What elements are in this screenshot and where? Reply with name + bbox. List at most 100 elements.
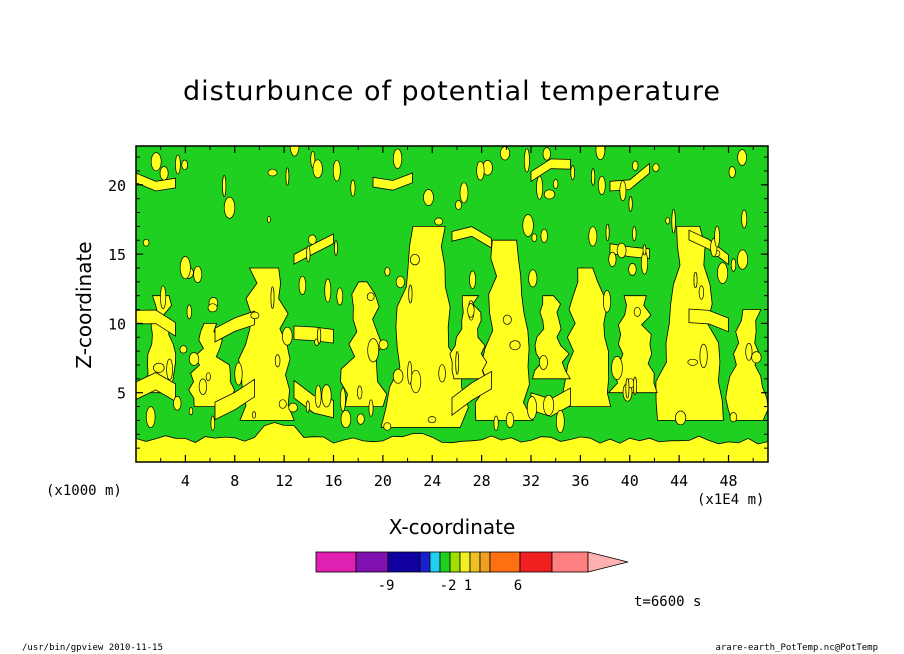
contour-blob xyxy=(499,146,511,161)
contour-blob xyxy=(652,163,660,173)
contour-blob xyxy=(317,327,322,344)
contour-blob xyxy=(737,149,747,166)
contour-blob xyxy=(671,209,676,234)
contour-blob xyxy=(270,286,275,309)
contour-blob xyxy=(234,362,243,386)
contour-blob xyxy=(186,304,192,320)
contour-blob xyxy=(523,148,530,173)
contour-blob xyxy=(222,175,227,197)
contour-blob xyxy=(410,369,422,394)
contour-blob xyxy=(730,258,737,272)
contour-blob xyxy=(289,146,300,157)
contour-blob xyxy=(717,262,729,284)
contour-blob xyxy=(334,240,338,257)
contour-blob xyxy=(543,394,555,416)
contour-blob xyxy=(632,226,637,242)
contour-blob xyxy=(605,223,610,242)
colorbar-swatch xyxy=(439,551,451,573)
contour-blob xyxy=(502,314,512,325)
contour-band-0-8 xyxy=(293,379,334,419)
contour-blob xyxy=(608,251,617,267)
contour-blob xyxy=(274,354,281,368)
contour-blob xyxy=(250,311,260,320)
contour-blob xyxy=(305,400,310,413)
contour-blob xyxy=(409,253,420,266)
x-tick-label: 28 xyxy=(473,472,491,490)
surface-band xyxy=(136,422,768,462)
contour-blob xyxy=(553,179,559,189)
footer-left: /usr/bin/gpview 2010-11-15 xyxy=(22,643,163,653)
x-tick-label: 12 xyxy=(275,472,293,490)
colorbar-label: 6 xyxy=(514,578,522,594)
contour-blob xyxy=(616,242,627,259)
y-tick-label: 5 xyxy=(117,385,126,403)
contour-blob xyxy=(288,402,298,413)
contour-blob xyxy=(324,278,332,303)
colorbar-swatch xyxy=(469,551,481,573)
contour-blob xyxy=(588,226,598,247)
contour-blob xyxy=(188,352,200,366)
contour-blob xyxy=(728,166,736,179)
contour-blob xyxy=(699,343,708,369)
x-tick-label: 44 xyxy=(670,472,688,490)
y-tick-label: 15 xyxy=(108,246,126,264)
contour-blob xyxy=(282,326,293,346)
footer-right: arare-earth_PotTemp.nc@PotTemp xyxy=(715,643,878,653)
y-tick-label: 20 xyxy=(108,177,126,195)
contour-blob xyxy=(339,387,346,412)
x-tick-label: 24 xyxy=(423,472,441,490)
y-tick-label: 10 xyxy=(108,315,126,333)
contour-blob xyxy=(175,154,181,175)
contour-blob xyxy=(509,340,521,351)
contour-blob xyxy=(693,271,698,289)
contour-blob xyxy=(625,378,630,399)
contour-blob xyxy=(145,406,156,428)
x-tick-label: 16 xyxy=(324,472,342,490)
contour-band-1-4 xyxy=(214,310,255,343)
colorbar-swatch xyxy=(315,551,357,573)
contour-blob xyxy=(642,244,647,256)
contour-band-3-24 xyxy=(609,162,650,192)
contour-blob xyxy=(350,179,356,197)
contour-blob xyxy=(368,399,374,417)
contour-blob xyxy=(312,159,323,179)
contour-band-0-16 xyxy=(451,370,492,417)
contour-blob xyxy=(205,372,211,382)
contour-blob xyxy=(476,160,485,181)
contour-blob xyxy=(737,249,749,270)
chart-title: disturbunce of potential temperature xyxy=(183,76,721,107)
contour-blob xyxy=(314,384,322,408)
colorbar-swatch xyxy=(519,551,553,573)
contour-blob xyxy=(455,200,462,211)
contour-blob xyxy=(438,364,446,383)
contour-blob xyxy=(528,269,538,288)
contour-blob xyxy=(356,413,365,425)
contour-blob xyxy=(745,343,753,361)
contour-blob xyxy=(427,416,437,424)
contour-blob xyxy=(383,422,392,431)
colorbar-swatch xyxy=(551,551,589,573)
contour-blob xyxy=(392,368,404,384)
contour-blob xyxy=(665,216,671,225)
contour-blob xyxy=(751,351,762,364)
colorbar-label: 1 xyxy=(464,578,472,594)
contour-blob xyxy=(159,166,169,181)
contour-blob xyxy=(628,263,637,276)
contour-blob xyxy=(628,196,633,212)
contour-blob xyxy=(526,396,538,420)
contour-blob xyxy=(321,384,332,408)
contour-blob xyxy=(536,175,544,200)
contour-blob xyxy=(251,411,257,419)
contour-blob xyxy=(633,376,637,395)
contour-blob xyxy=(423,189,434,206)
contour-blob xyxy=(542,147,551,161)
contour-blob xyxy=(366,292,375,301)
colorbar-label: -2 xyxy=(440,578,457,594)
contour-blob xyxy=(210,415,216,431)
contour-field xyxy=(136,146,768,462)
contour-blob xyxy=(687,358,698,366)
contour-plume-4 xyxy=(655,226,724,421)
contour-band-1-28 xyxy=(688,308,729,333)
